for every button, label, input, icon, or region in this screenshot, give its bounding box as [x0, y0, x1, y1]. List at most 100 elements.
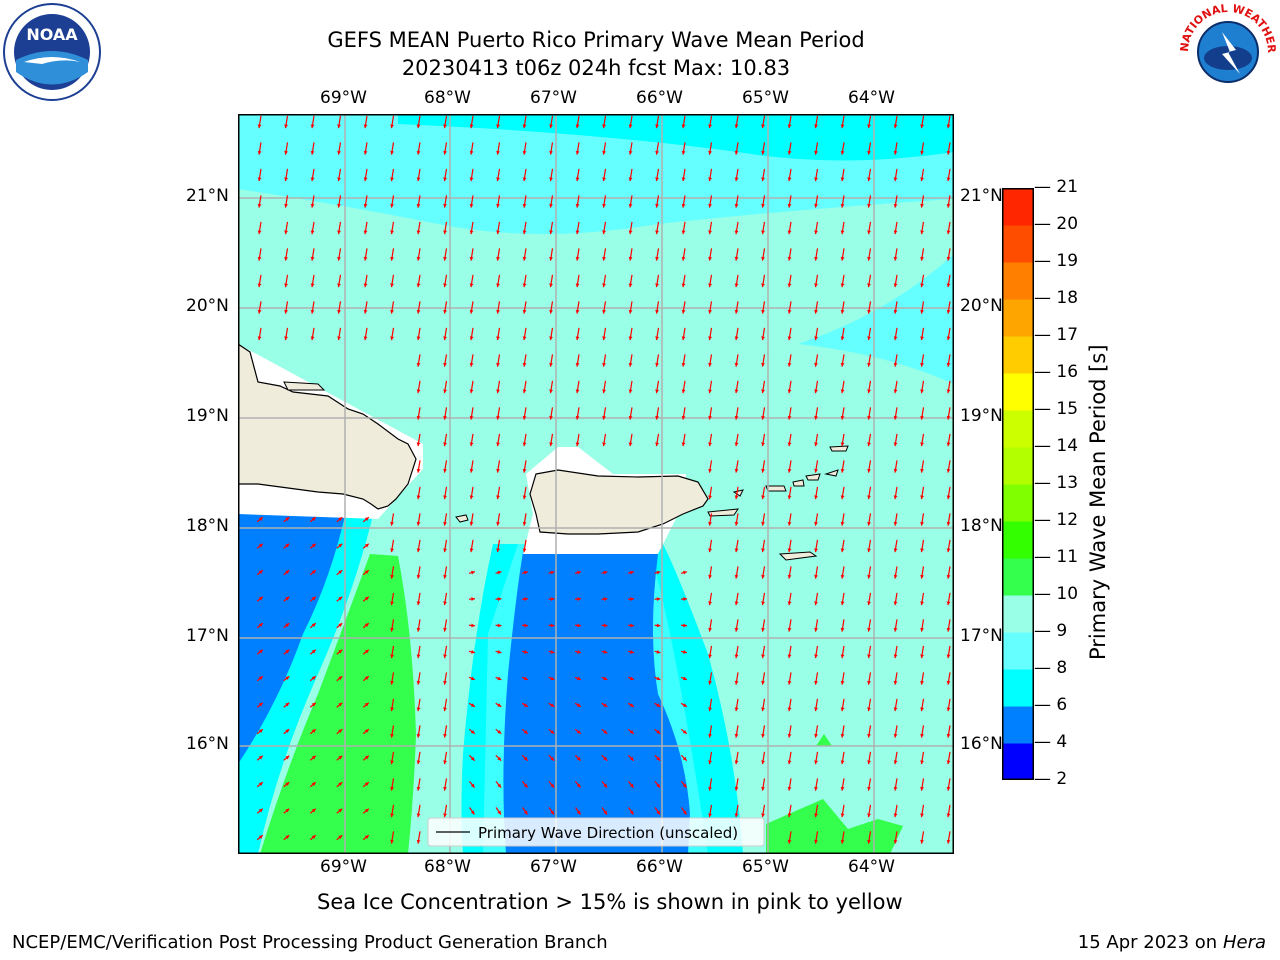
wave-arrow-head	[284, 230, 288, 235]
wave-arrow-head	[840, 150, 845, 155]
wave-arrow-head	[443, 124, 447, 129]
colorbar-segment	[1002, 447, 1034, 485]
wave-arrow-head	[867, 495, 871, 500]
wave-arrow-head	[946, 442, 951, 447]
wave-arrow-head	[338, 835, 343, 839]
wave-arrow-head	[416, 283, 421, 288]
wave-arrow-head	[285, 702, 290, 707]
wave-arrow-head	[549, 150, 553, 155]
wave-arrow-head	[524, 650, 528, 654]
colorbar-segment	[1002, 669, 1034, 707]
wave-arrow-head	[602, 230, 606, 235]
wave-arrow-head	[734, 256, 739, 261]
wave-arrow-head	[443, 521, 447, 526]
noaa-logo: NOAA	[2, 2, 102, 102]
wave-arrow-head	[471, 623, 475, 628]
wave-arrow-head	[814, 124, 818, 129]
wave-arrow-head	[257, 256, 262, 261]
wave-arrow-head	[524, 623, 528, 628]
wave-arrow-head	[576, 703, 581, 707]
wave-arrow-head	[549, 177, 553, 182]
wave-arrow-head	[761, 336, 765, 341]
wave-arrow-head	[311, 676, 316, 680]
wave-arrow-head	[258, 729, 263, 733]
wave-arrow-head	[787, 574, 792, 579]
wave-arrow-head	[577, 570, 581, 575]
wave-arrow-head	[416, 362, 421, 367]
wave-arrow-head	[549, 230, 553, 235]
wave-arrow-head	[603, 650, 608, 654]
wave-arrow-head	[787, 389, 792, 394]
lon-label-64w-bottom: 64°W	[848, 857, 895, 877]
wave-arrow-head	[630, 650, 634, 654]
wave-arrow-head	[840, 627, 845, 632]
wave-arrow-head	[867, 839, 871, 844]
wave-arrow-head	[708, 177, 712, 182]
wave-arrow-head	[946, 256, 951, 261]
wave-arrow-head	[603, 676, 608, 681]
wave-arrow-head	[443, 495, 447, 500]
wave-arrow-head	[893, 760, 898, 765]
wave-arrow-head	[576, 810, 581, 815]
wave-arrow-head	[761, 177, 765, 182]
wave-arrow-head	[469, 150, 474, 155]
colorbar-tick-label: — 4	[1034, 732, 1068, 752]
wave-arrow-head	[814, 680, 818, 685]
wave-arrow-head	[416, 230, 421, 235]
wave-arrow-head	[893, 627, 898, 632]
wave-arrow-head	[443, 468, 447, 473]
wave-arrow-head	[867, 548, 871, 553]
wave-arrow-head	[338, 755, 343, 760]
wave-arrow-head	[416, 389, 421, 394]
wave-arrow-head	[443, 389, 447, 394]
wave-arrow-head	[761, 415, 765, 420]
wave-arrow-head	[416, 150, 421, 155]
wave-arrow-head	[628, 124, 633, 129]
wave-arrow-head	[840, 230, 845, 235]
wave-arrow-head	[893, 230, 898, 235]
wave-arrow-head	[416, 839, 421, 844]
wave-arrow-head	[893, 574, 898, 579]
wave-arrow-head	[920, 468, 924, 473]
svg-text:NOAA: NOAA	[26, 25, 78, 44]
wave-arrow-head	[814, 733, 818, 738]
wave-arrow-head	[522, 442, 527, 447]
wave-arrow-head	[310, 283, 315, 288]
wave-arrow-head	[628, 415, 633, 420]
wave-arrow-head	[920, 654, 924, 659]
wave-arrow-head	[655, 283, 659, 288]
wave-arrow-head	[310, 336, 315, 341]
wave-arrow-head	[496, 203, 500, 208]
wave-arrow-head	[814, 309, 818, 314]
wave-arrow-head	[496, 309, 500, 314]
wave-arrow-head	[602, 362, 606, 367]
wave-arrow-head	[390, 124, 394, 129]
wave-arrow-head	[734, 786, 739, 791]
wave-arrow-head	[708, 415, 712, 420]
land-anegada	[829, 445, 849, 452]
wave-arrow-head	[310, 309, 315, 314]
wave-arrow-head	[920, 601, 924, 606]
wave-arrow-head	[946, 468, 951, 473]
colorbar-tick-label: — 13	[1034, 473, 1079, 493]
wave-arrow-head	[338, 596, 343, 601]
wave-arrow-head	[416, 203, 421, 208]
wave-arrow-head	[761, 283, 765, 288]
lat-label-16n-left: 16°N	[186, 734, 229, 754]
wave-arrow-head	[416, 654, 421, 659]
contour-10-11-west	[260, 554, 416, 854]
wave-arrow-head	[761, 230, 765, 235]
wave-arrow-head	[338, 570, 343, 574]
wave-arrow-head	[416, 680, 421, 685]
wave-arrow-head	[946, 627, 951, 632]
wave-arrow-head	[920, 733, 924, 738]
wave-arrow-head	[522, 309, 527, 314]
wave-arrow-head	[840, 362, 845, 367]
wave-arrow-head	[628, 177, 633, 182]
wave-arrow-head	[920, 362, 924, 367]
colorbar-label: Primary Wave Mean Period [s]	[1086, 344, 1110, 660]
wave-arrow-head	[867, 203, 871, 208]
wave-arrow-head	[602, 389, 606, 394]
wave-arrow-head	[258, 543, 263, 548]
wave-arrow-head	[497, 756, 502, 761]
